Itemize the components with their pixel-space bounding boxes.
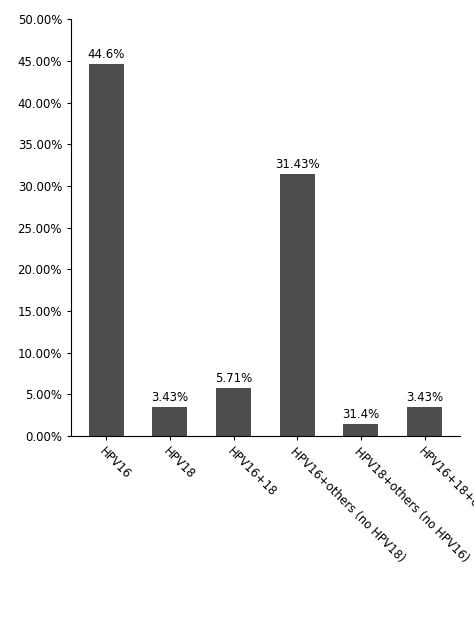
Text: 3.43%: 3.43% [406,391,443,404]
Bar [344,424,378,436]
Text: 31.4%: 31.4% [342,408,380,421]
Text: 5.71%: 5.71% [215,372,252,385]
Bar [216,388,251,436]
Text: 31.43%: 31.43% [275,158,319,171]
Bar [153,407,187,436]
Text: 3.43%: 3.43% [151,391,189,404]
Bar [407,407,442,436]
Bar [280,174,315,436]
Text: 44.6%: 44.6% [88,48,125,61]
Bar [89,64,124,436]
